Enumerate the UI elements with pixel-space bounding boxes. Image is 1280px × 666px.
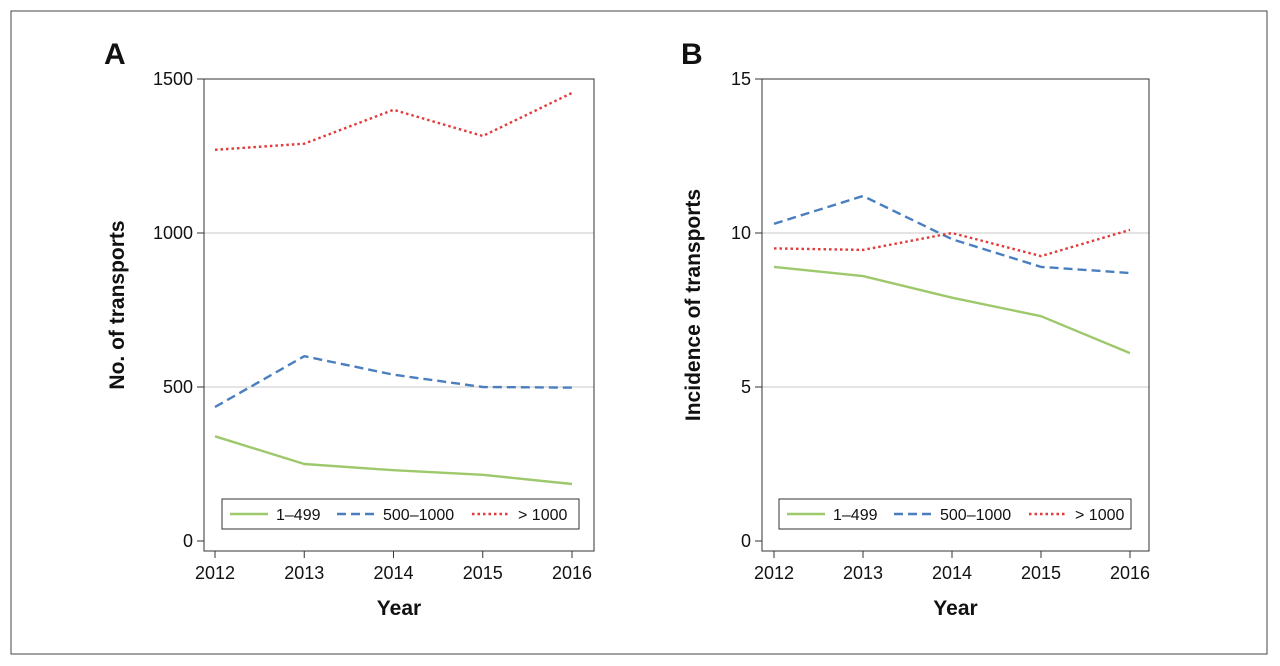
chart-panel-a: A 0 500 1000 1500 2012 2013 2014 2015 2016 Year… bbox=[104, 38, 595, 620]
x-axis-title: Year bbox=[377, 597, 421, 620]
legend-box bbox=[221, 498, 580, 530]
legend-box bbox=[778, 498, 1132, 530]
y-tick-label: 1500 bbox=[153, 69, 193, 89]
legend: 1–499 500–1000 > 1000 bbox=[221, 498, 580, 530]
y-axis-title: No. of transports bbox=[106, 220, 129, 389]
y-axis: 0 500 1000 1500 bbox=[153, 69, 204, 551]
y-tick-label: 0 bbox=[741, 531, 751, 551]
legend-label: 500–1000 bbox=[383, 507, 454, 524]
series-layer bbox=[214, 91, 573, 486]
x-axis: 2012 2013 2014 2015 2016 bbox=[754, 551, 1150, 583]
legend: 1–499 500–1000 > 1000 bbox=[778, 498, 1132, 530]
plot-frame bbox=[761, 78, 1150, 552]
y-axis-title: Incidence of transports bbox=[682, 189, 705, 421]
legend-label: 500–1000 bbox=[940, 507, 1011, 524]
x-axis: 2012 2013 2014 2015 2016 bbox=[195, 551, 592, 583]
series-layer bbox=[773, 194, 1131, 355]
series-line-1 bbox=[773, 194, 1131, 275]
panel-letter-b: B bbox=[681, 38, 703, 71]
y-tick-label: 15 bbox=[731, 69, 751, 89]
series-line-0 bbox=[214, 435, 573, 486]
y-tick-label: 1000 bbox=[153, 223, 193, 243]
x-tick-label: 2015 bbox=[1021, 563, 1061, 583]
y-axis: 0 5 10 15 bbox=[731, 69, 762, 551]
series-line-0 bbox=[773, 265, 1131, 355]
legend-label: 1–499 bbox=[833, 507, 878, 524]
panel-letter-a: A bbox=[104, 38, 126, 71]
legend-label: > 1000 bbox=[518, 507, 567, 524]
y-tick-label: 0 bbox=[183, 531, 193, 551]
x-tick-label: 2016 bbox=[1110, 563, 1150, 583]
x-tick-label: 2014 bbox=[373, 563, 413, 583]
series-line-1 bbox=[214, 355, 573, 409]
x-tick-label: 2015 bbox=[463, 563, 503, 583]
chart-panel-b: B 0 5 10 15 2012 2013 2014 2015 2016 Year Incid… bbox=[681, 38, 1150, 620]
x-tick-label: 2012 bbox=[754, 563, 794, 583]
y-tick-label: 500 bbox=[163, 377, 193, 397]
x-tick-label: 2013 bbox=[284, 563, 324, 583]
x-tick-label: 2016 bbox=[552, 563, 592, 583]
legend-label: 1–499 bbox=[276, 507, 321, 524]
x-axis-title: Year bbox=[933, 597, 977, 620]
y-tick-label: 5 bbox=[741, 377, 751, 397]
x-tick-label: 2013 bbox=[843, 563, 883, 583]
x-tick-label: 2012 bbox=[195, 563, 235, 583]
legend-label: > 1000 bbox=[1075, 507, 1124, 524]
x-tick-label: 2014 bbox=[932, 563, 972, 583]
figure-border bbox=[10, 10, 1268, 655]
y-tick-label: 10 bbox=[731, 223, 751, 243]
plot-frame bbox=[203, 78, 595, 552]
